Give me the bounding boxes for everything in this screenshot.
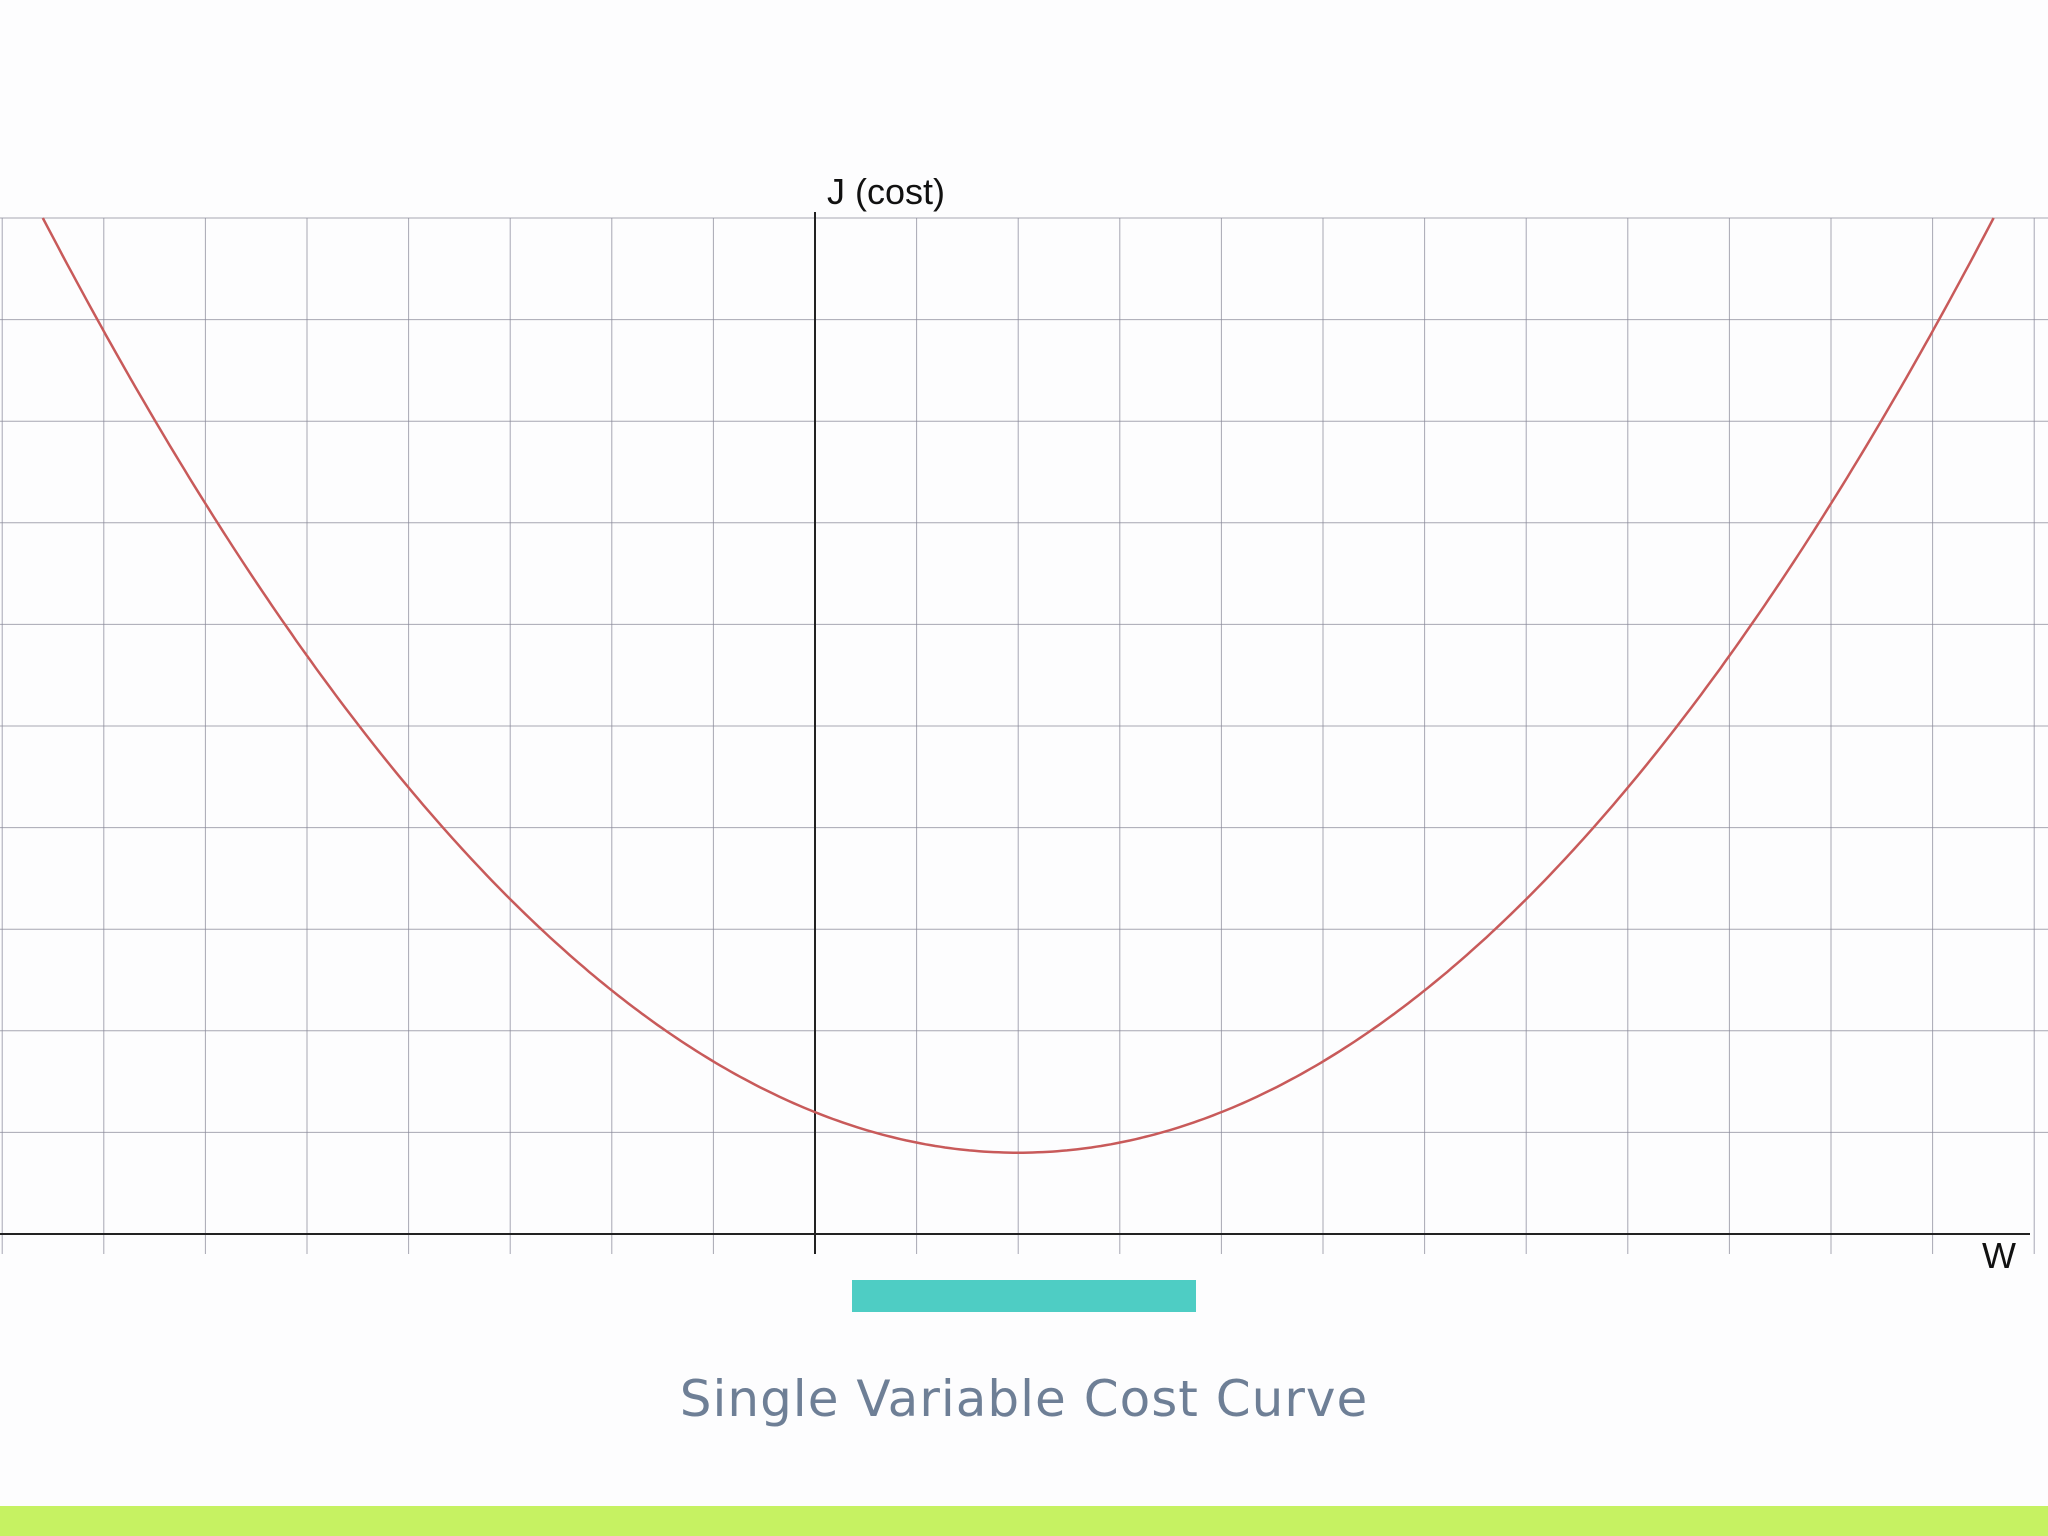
y-axis-label: J (cost)	[827, 171, 945, 212]
cost-curve-line	[41, 217, 1995, 1154]
x-axis-label: W	[1982, 1235, 2016, 1276]
accent-bar	[852, 1280, 1196, 1312]
grid-lines	[0, 217, 2048, 1254]
axes	[0, 212, 2030, 1254]
footer-bar	[0, 1506, 2048, 1536]
chart-caption: Single Variable Cost Curve	[679, 1370, 1369, 1428]
cost-curve-chart: J (cost) W	[0, 171, 2048, 1276]
